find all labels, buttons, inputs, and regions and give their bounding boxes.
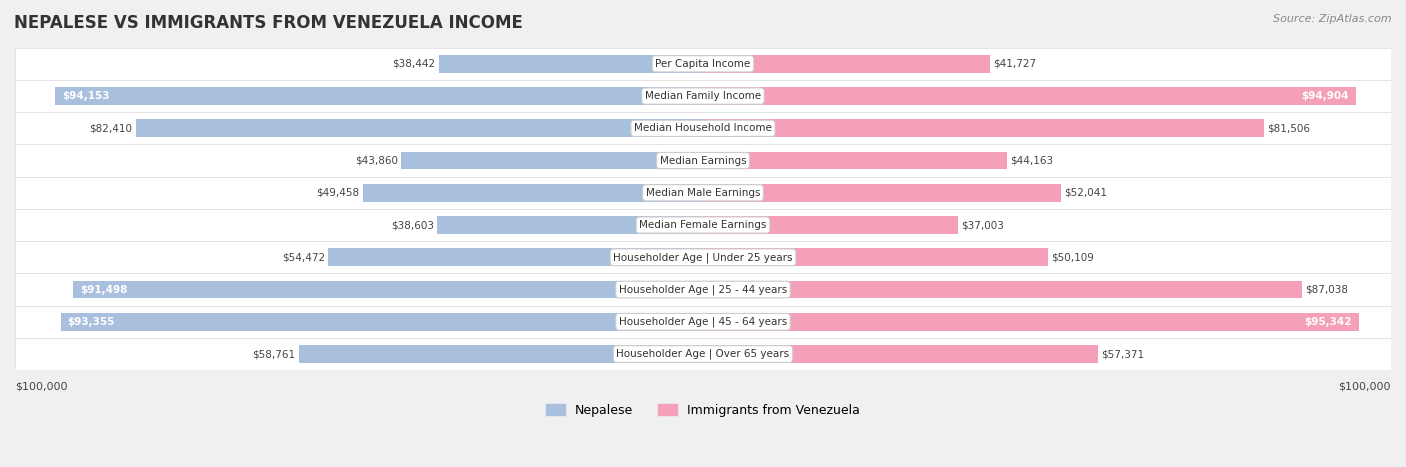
Bar — [15, 177, 1391, 209]
Bar — [439, 55, 703, 73]
Text: $38,603: $38,603 — [391, 220, 434, 230]
Bar — [15, 80, 1391, 112]
Bar — [136, 120, 703, 137]
Text: $44,163: $44,163 — [1011, 156, 1053, 166]
Text: Source: ZipAtlas.com: Source: ZipAtlas.com — [1274, 14, 1392, 24]
Text: $41,727: $41,727 — [994, 59, 1036, 69]
Text: Per Capita Income: Per Capita Income — [655, 59, 751, 69]
Text: $94,904: $94,904 — [1302, 91, 1350, 101]
Text: $95,342: $95,342 — [1305, 317, 1353, 327]
Text: $94,153: $94,153 — [62, 91, 110, 101]
Bar — [15, 306, 1391, 338]
Text: NEPALESE VS IMMIGRANTS FROM VENEZUELA INCOME: NEPALESE VS IMMIGRANTS FROM VENEZUELA IN… — [14, 14, 523, 32]
Bar — [703, 345, 1098, 363]
Text: $38,442: $38,442 — [392, 59, 434, 69]
Bar — [703, 152, 1007, 170]
Text: $43,860: $43,860 — [354, 156, 398, 166]
Bar — [15, 338, 1391, 370]
Bar — [703, 120, 1264, 137]
Text: $57,371: $57,371 — [1101, 349, 1144, 359]
Bar — [703, 184, 1062, 202]
Bar — [60, 313, 703, 331]
Bar — [703, 281, 1302, 298]
Bar — [15, 112, 1391, 144]
Text: $93,355: $93,355 — [67, 317, 115, 327]
Bar — [15, 144, 1391, 177]
Text: Median Male Earnings: Median Male Earnings — [645, 188, 761, 198]
Legend: Nepalese, Immigrants from Venezuela: Nepalese, Immigrants from Venezuela — [541, 399, 865, 422]
Text: $37,003: $37,003 — [962, 220, 1004, 230]
Text: Householder Age | 25 - 44 years: Householder Age | 25 - 44 years — [619, 284, 787, 295]
Bar — [401, 152, 703, 170]
Bar — [703, 216, 957, 234]
Text: $54,472: $54,472 — [281, 252, 325, 262]
Text: $81,506: $81,506 — [1267, 123, 1310, 133]
Text: Median Female Earnings: Median Female Earnings — [640, 220, 766, 230]
Bar — [73, 281, 703, 298]
Bar — [363, 184, 703, 202]
Bar — [703, 313, 1360, 331]
Text: Householder Age | Over 65 years: Householder Age | Over 65 years — [616, 349, 790, 359]
Text: Householder Age | 45 - 64 years: Householder Age | 45 - 64 years — [619, 317, 787, 327]
Text: $49,458: $49,458 — [316, 188, 360, 198]
Bar — [55, 87, 703, 105]
Text: Householder Age | Under 25 years: Householder Age | Under 25 years — [613, 252, 793, 262]
Text: $100,000: $100,000 — [15, 382, 67, 391]
Text: Median Earnings: Median Earnings — [659, 156, 747, 166]
Bar — [15, 241, 1391, 274]
Text: $82,410: $82,410 — [90, 123, 132, 133]
Text: $52,041: $52,041 — [1064, 188, 1108, 198]
Bar — [15, 274, 1391, 306]
Bar — [437, 216, 703, 234]
Bar — [703, 55, 990, 73]
Bar — [298, 345, 703, 363]
Bar — [703, 248, 1047, 266]
Text: $50,109: $50,109 — [1052, 252, 1094, 262]
Text: $87,038: $87,038 — [1305, 284, 1348, 295]
Bar — [15, 48, 1391, 80]
Text: $58,761: $58,761 — [252, 349, 295, 359]
Text: $100,000: $100,000 — [1339, 382, 1391, 391]
Text: $91,498: $91,498 — [80, 284, 128, 295]
Bar — [328, 248, 703, 266]
Bar — [703, 87, 1355, 105]
Bar — [15, 209, 1391, 241]
Text: Median Family Income: Median Family Income — [645, 91, 761, 101]
Text: Median Household Income: Median Household Income — [634, 123, 772, 133]
